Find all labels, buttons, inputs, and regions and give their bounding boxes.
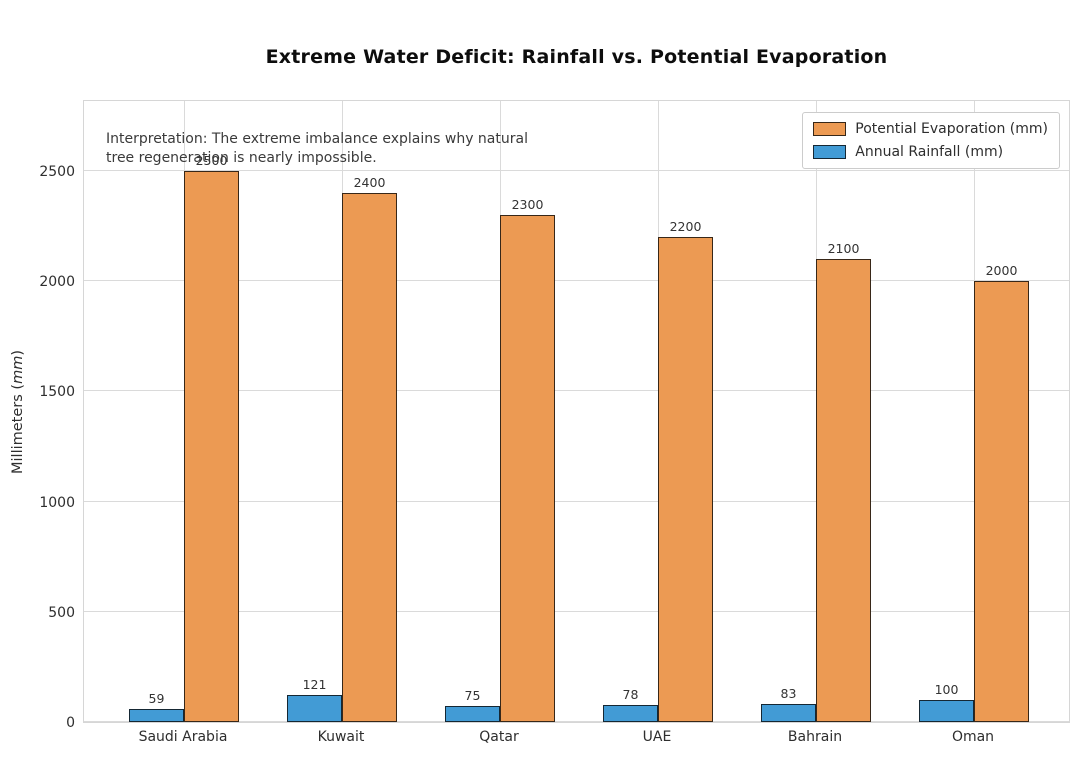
bar-value-label: 2000	[985, 263, 1018, 279]
legend-swatch-icon	[813, 122, 847, 136]
bar-annual-rainfall-mm	[603, 704, 658, 722]
horizontal-gridline	[84, 610, 1069, 612]
bar-value-label: 100	[934, 682, 959, 697]
legend-label: Potential Evaporation (mm)	[855, 121, 1048, 137]
bar-annual-rainfall-mm	[445, 705, 500, 722]
bar-value-label: 75	[464, 687, 481, 703]
horizontal-gridline	[84, 280, 1069, 282]
legend-item: Annual Rainfall (mm)	[813, 144, 1048, 160]
x-tick-label: Bahrain	[787, 729, 843, 745]
bar-potential-evaporation-mm	[184, 171, 239, 722]
horizontal-gridline	[84, 721, 1069, 722]
plot-area: Interpretation: The extreme imbalance ex…	[83, 100, 1070, 723]
bar-potential-evaporation-mm	[816, 259, 871, 722]
y-axis-tick-labels: 0 500 1000 1500 2000 2500	[0, 100, 75, 731]
x-tick-label: Kuwait	[317, 729, 365, 745]
bar-value-label: 2100	[827, 241, 860, 257]
x-axis-tick-labels: Saudi Arabia Kuwait Qatar UAE Bahrain Oman	[83, 723, 1070, 753]
bar-annual-rainfall-mm	[919, 700, 974, 722]
y-tick-label: 0	[66, 715, 75, 731]
bar-value-label: 2500	[195, 153, 228, 169]
x-tick-label: Oman	[951, 729, 995, 745]
y-tick-label: 500	[48, 604, 75, 621]
bar-value-label: 121	[302, 677, 327, 693]
horizontal-gridline	[84, 390, 1069, 392]
x-tick-label: Qatar	[479, 729, 519, 745]
y-tick-label: 1000	[39, 494, 75, 511]
bar-value-label: 83	[780, 685, 797, 701]
legend-swatch-icon	[813, 145, 847, 159]
chart-title: Extreme Water Deficit: Rainfall vs. Pote…	[265, 46, 888, 68]
bar-annual-rainfall-mm	[129, 709, 184, 722]
legend-label: Annual Rainfall (mm)	[855, 144, 1004, 160]
bar-annual-rainfall-mm	[761, 703, 816, 722]
legend-item: Potential Evaporation (mm)	[813, 121, 1048, 137]
horizontal-gridline	[84, 500, 1069, 502]
bar-value-label: 2200	[669, 219, 702, 235]
y-tick-label: 2000	[39, 274, 75, 291]
bar-potential-evaporation-mm	[974, 281, 1029, 722]
bar-value-label: 59	[148, 691, 165, 706]
x-tick-label: UAE	[642, 729, 672, 745]
annotation-text: Interpretation: The extreme imbalance ex…	[106, 131, 528, 166]
x-tick-label: Saudi Arabia	[138, 729, 228, 745]
bar-potential-evaporation-mm	[658, 237, 713, 722]
bar-potential-evaporation-mm	[342, 193, 397, 722]
y-tick-label: 2500	[39, 164, 75, 181]
bar-value-label: 78	[622, 686, 639, 702]
bar-potential-evaporation-mm	[500, 215, 555, 722]
y-tick-label: 1500	[39, 384, 75, 401]
horizontal-gridline	[84, 170, 1069, 172]
bar-annual-rainfall-mm	[287, 695, 342, 722]
bar-value-label: 2300	[511, 197, 544, 213]
bar-value-label: 2400	[353, 175, 386, 191]
legend: Potential Evaporation (mm) Annual Rainfal…	[802, 112, 1060, 169]
